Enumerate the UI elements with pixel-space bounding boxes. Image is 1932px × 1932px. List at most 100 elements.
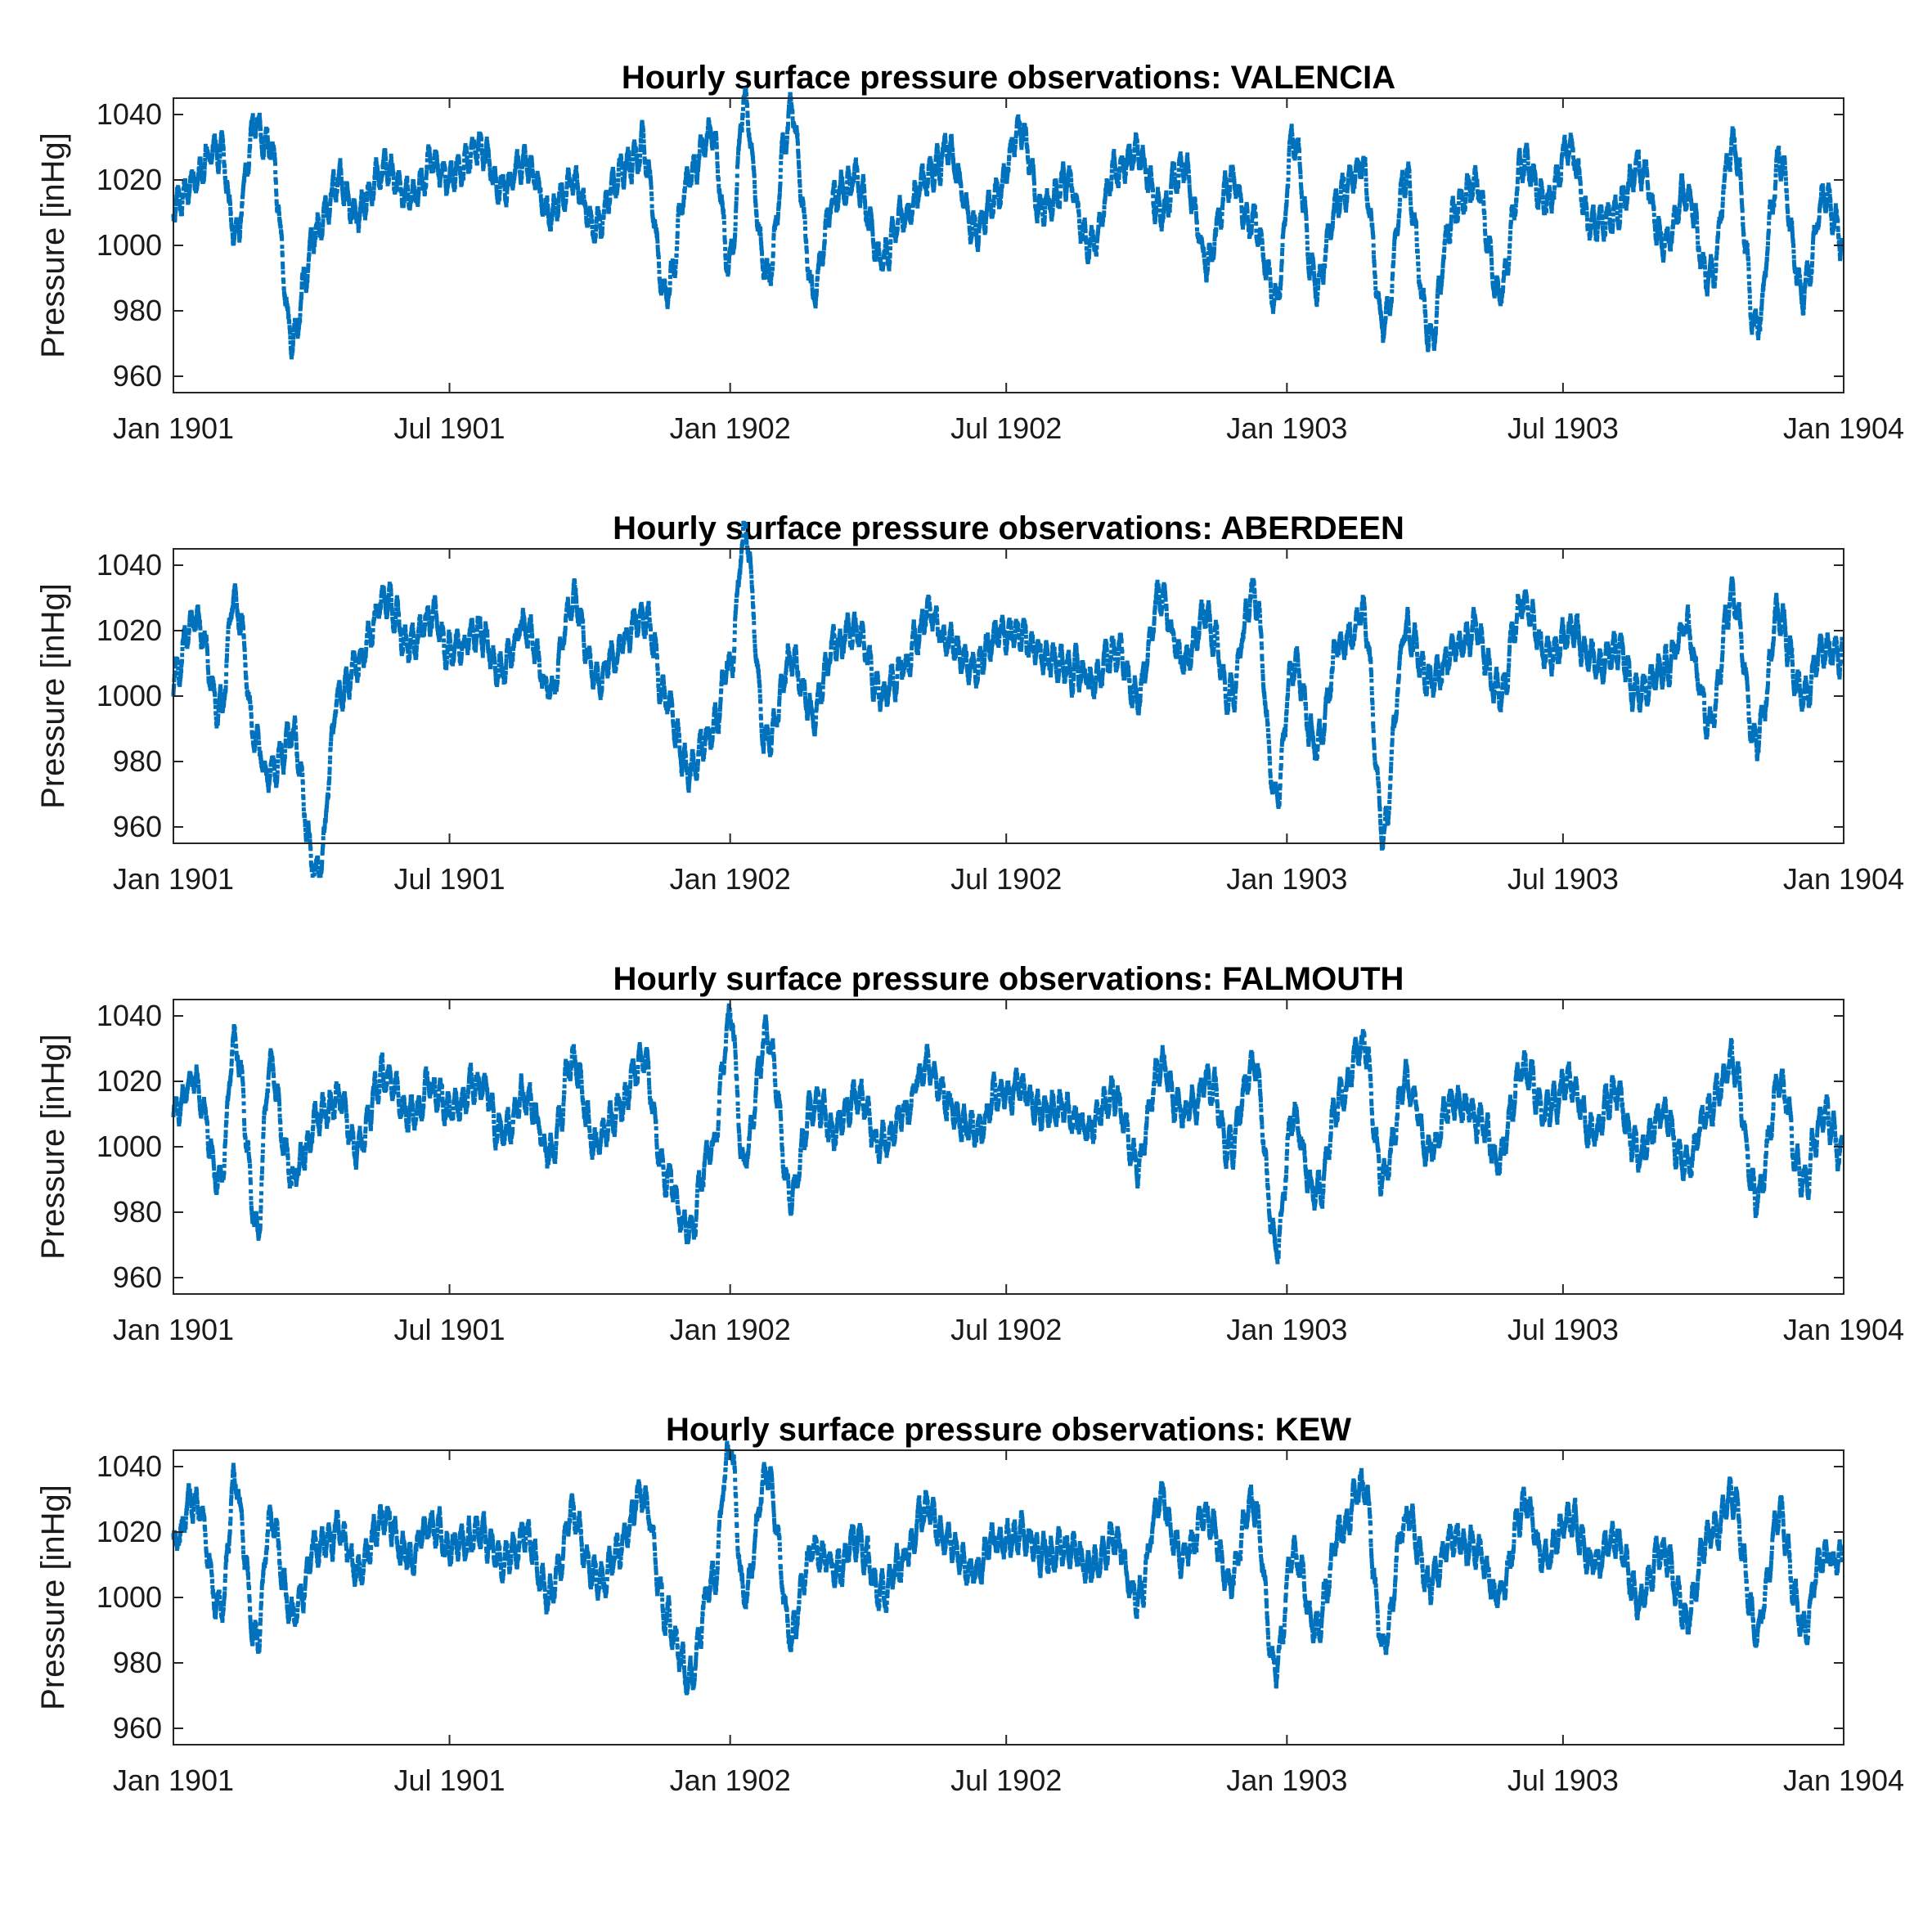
- data-point: [999, 200, 1003, 204]
- data-point: [840, 177, 844, 181]
- data-point: [785, 130, 789, 134]
- data-point: [453, 185, 457, 189]
- data-point: [703, 147, 708, 151]
- data-point: [630, 178, 634, 182]
- data-point: [600, 221, 604, 225]
- data-point: [977, 229, 981, 233]
- data-point: [785, 140, 789, 144]
- data-point: [804, 240, 808, 244]
- data-point: [642, 151, 646, 155]
- data-point: [753, 190, 757, 194]
- data-point: [523, 146, 527, 150]
- data-point: [240, 201, 245, 205]
- data-point: [863, 206, 867, 210]
- data-point: [276, 207, 281, 211]
- data-point: [1058, 200, 1062, 204]
- data-point: [307, 263, 311, 267]
- data-point: [417, 186, 421, 191]
- data-point: [779, 168, 783, 173]
- data-point: [798, 189, 802, 193]
- data-point: [317, 218, 321, 222]
- data-point: [769, 281, 773, 285]
- data-point: [803, 221, 807, 225]
- data-point: [242, 178, 246, 182]
- data-point: [854, 158, 858, 162]
- data-point: [1051, 208, 1055, 212]
- data-point: [258, 120, 263, 124]
- data-point: [1110, 174, 1114, 178]
- data-point: [759, 242, 763, 246]
- data-point: [803, 227, 807, 231]
- data-point: [465, 146, 469, 151]
- data-point: [882, 262, 886, 266]
- data-point: [498, 190, 502, 194]
- data-point: [450, 168, 454, 172]
- data-point: [365, 203, 369, 207]
- data-point: [1000, 183, 1004, 187]
- data-point: [737, 147, 741, 151]
- data-point: [753, 174, 757, 178]
- data-point: [273, 170, 277, 174]
- data-point: [221, 135, 225, 139]
- data-point: [976, 248, 980, 252]
- data-point: [450, 164, 454, 168]
- data-point: [740, 122, 744, 126]
- data-point: [919, 182, 923, 186]
- data-point: [735, 197, 739, 201]
- data-point: [402, 203, 406, 207]
- data-point: [887, 260, 892, 264]
- data-point: [372, 191, 376, 195]
- data-point: [574, 165, 578, 169]
- data-point: [715, 146, 719, 150]
- data-point: [815, 292, 819, 296]
- data-point: [631, 163, 635, 167]
- data-point: [717, 177, 721, 182]
- data-point: [748, 133, 752, 137]
- data-point: [519, 180, 523, 184]
- data-point: [936, 150, 940, 154]
- data-point: [938, 182, 942, 186]
- y-axis-label: Pressure [inHg]: [35, 133, 71, 358]
- data-point: [280, 237, 284, 241]
- data-point: [296, 331, 300, 335]
- data-point: [1033, 198, 1037, 202]
- data-point: [658, 270, 662, 274]
- data-point: [888, 246, 892, 250]
- data-point: [227, 195, 231, 199]
- data-point: [877, 243, 881, 247]
- data-point: [970, 227, 974, 231]
- data-point: [222, 152, 226, 156]
- data-point: [657, 264, 661, 268]
- data-point: [649, 192, 654, 196]
- data-point: [425, 164, 429, 168]
- data-point: [214, 144, 218, 148]
- data-point: [823, 226, 827, 230]
- data-point: [1031, 168, 1036, 173]
- data-point: [238, 230, 242, 234]
- data-point: [332, 177, 336, 181]
- data-point: [858, 204, 862, 208]
- data-point: [313, 236, 317, 240]
- data-point: [1058, 184, 1063, 188]
- data-point: [520, 170, 524, 174]
- data-point: [567, 173, 571, 177]
- data-point: [384, 156, 388, 160]
- data-point: [784, 144, 789, 148]
- data-point: [777, 200, 781, 204]
- data-point: [537, 182, 541, 186]
- data-point: [487, 163, 492, 167]
- data-point: [281, 254, 285, 258]
- data-point: [582, 195, 586, 199]
- data-point: [487, 154, 491, 158]
- data-point: [758, 227, 762, 231]
- data-point: [781, 133, 785, 137]
- data-point: [746, 114, 750, 118]
- data-point: [1069, 178, 1073, 182]
- data-point: [815, 276, 820, 280]
- data-point: [247, 154, 251, 158]
- data-point: [676, 235, 680, 239]
- data-point: [755, 213, 759, 218]
- data-point: [363, 216, 367, 220]
- data-point: [420, 170, 424, 174]
- data-point: [251, 118, 255, 122]
